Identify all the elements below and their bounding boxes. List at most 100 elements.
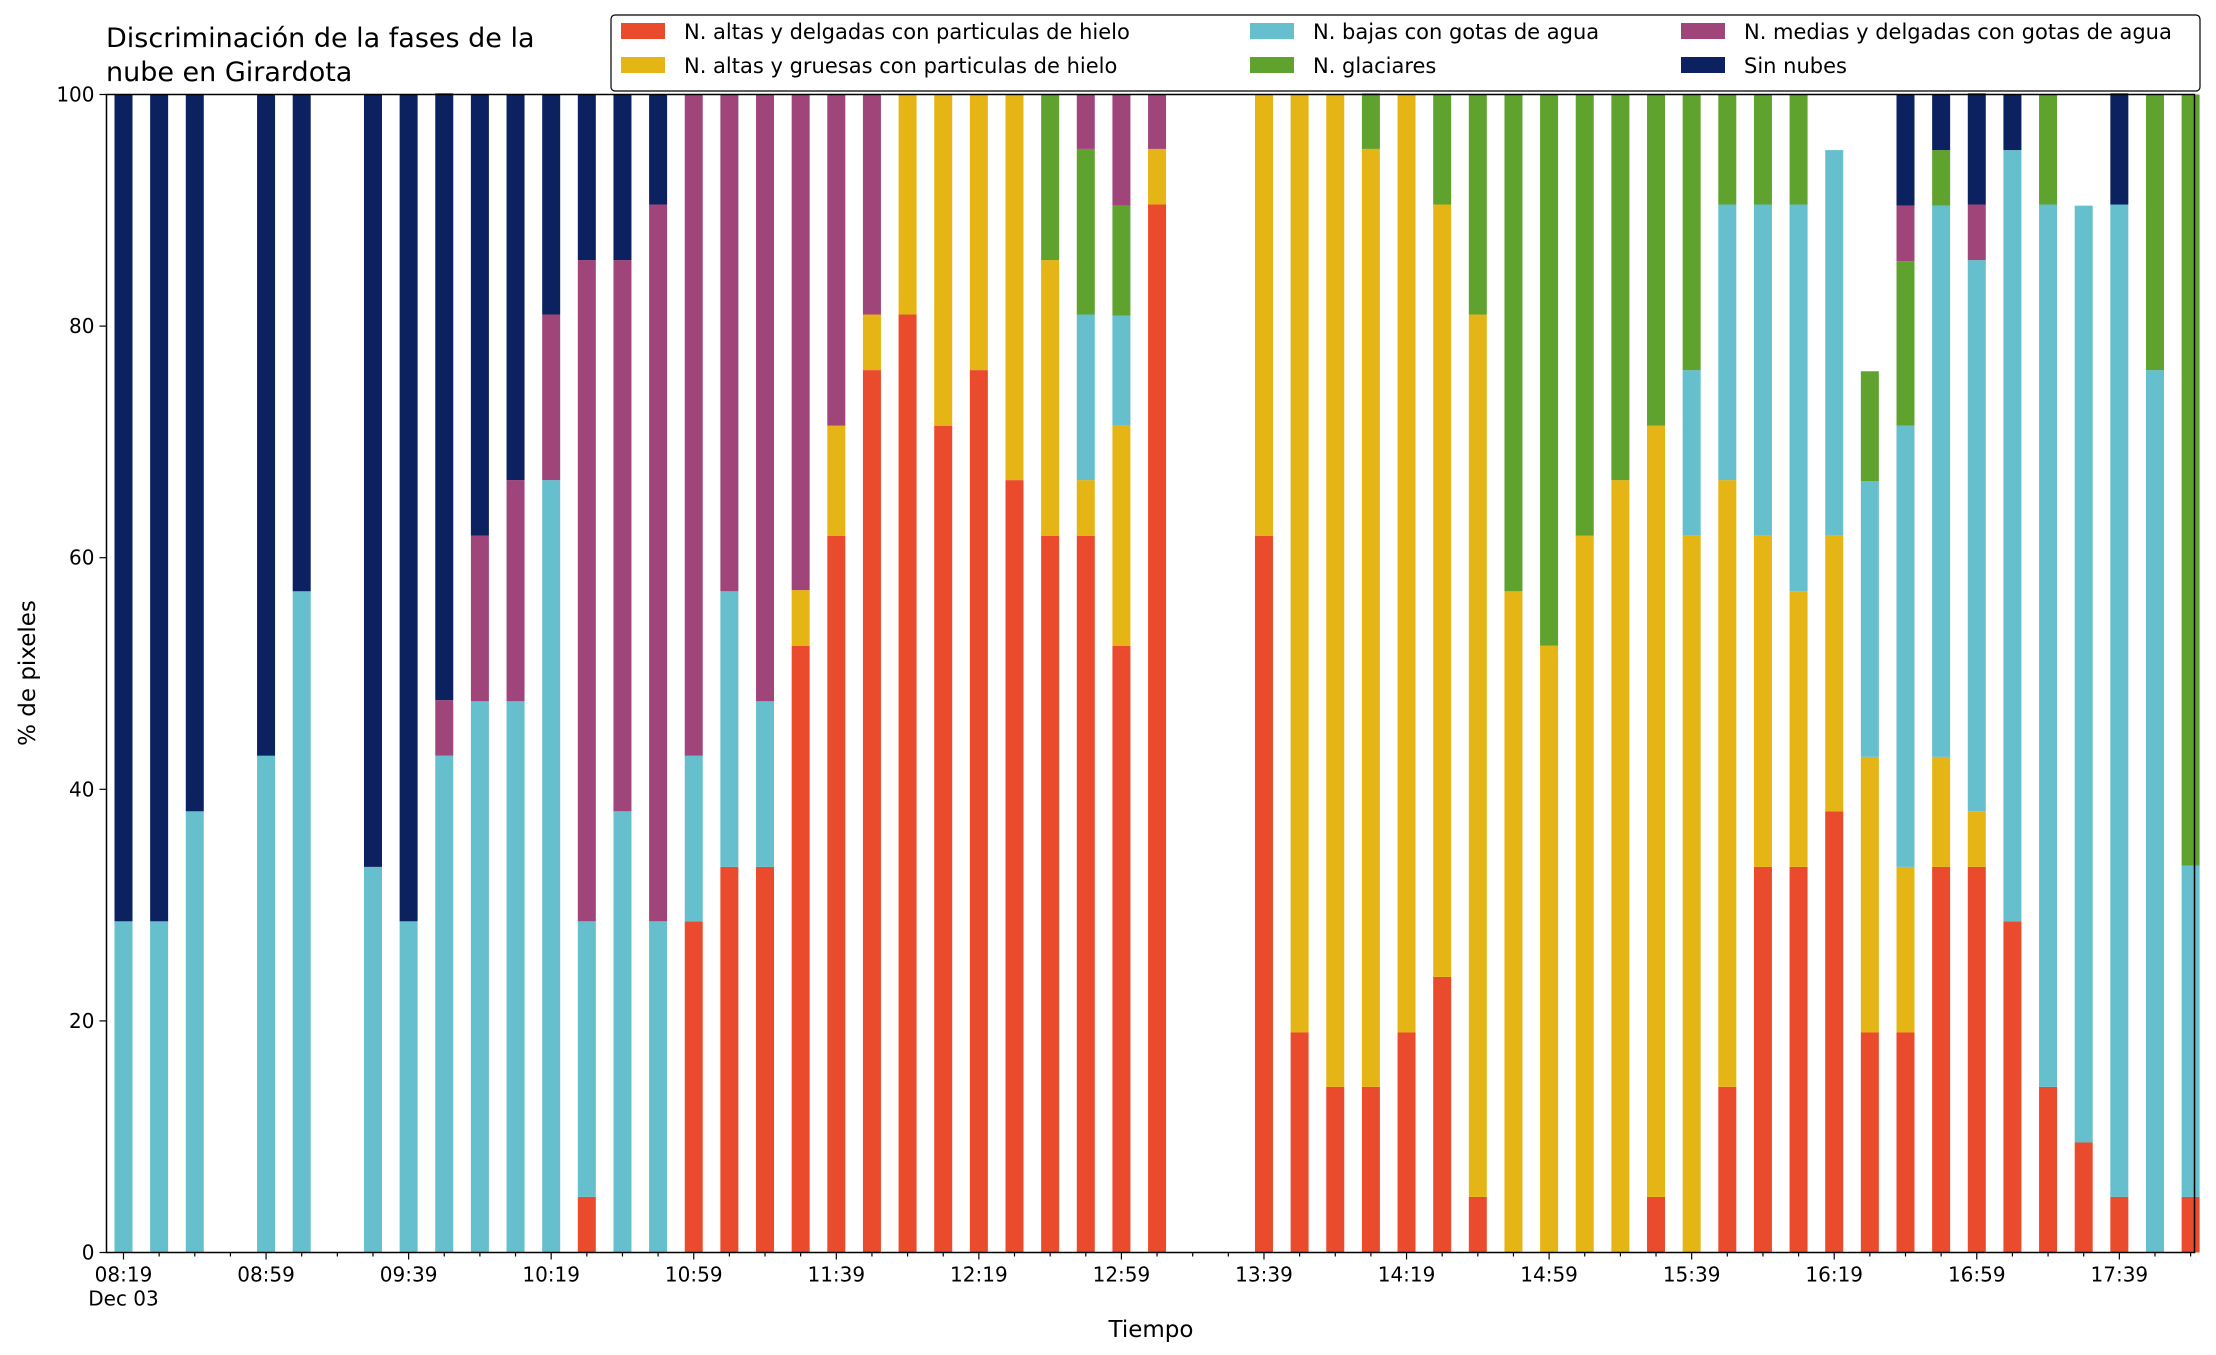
bar-segment-s0-47 xyxy=(1789,866,1808,1253)
x-tick-label-24: 12:19 xyxy=(950,1263,1008,1287)
bar-segment-s0-22 xyxy=(898,314,917,1253)
bar-segment-s2-47 xyxy=(1789,204,1808,592)
bar-segment-s1-45 xyxy=(1718,480,1737,1087)
bar-segment-s1-49 xyxy=(1860,756,1879,1033)
bar-segment-s2-51 xyxy=(1932,205,1951,757)
bar-segment-s3-40 xyxy=(1540,94,1559,646)
bar-segment-s3-41 xyxy=(1575,94,1594,536)
y-tick-label-0: 0 xyxy=(82,1241,95,1265)
bar-segment-s1-40 xyxy=(1540,645,1559,1253)
bar-segment-s5-51 xyxy=(1932,94,1951,151)
bar-segment-s5-9 xyxy=(435,93,454,701)
bar-segment-s1-37 xyxy=(1433,204,1452,977)
bar-segment-s1-41 xyxy=(1575,535,1594,1253)
x-tick-label-36: 14:19 xyxy=(1378,1263,1436,1287)
bar-segment-s3-42 xyxy=(1611,94,1630,481)
bar-segment-s2-0 xyxy=(114,921,133,1253)
bar-segment-s0-20 xyxy=(827,535,846,1253)
bar-segment-s4-21 xyxy=(862,94,881,315)
x-tick-label-40: 14:59 xyxy=(1520,1263,1578,1287)
bar-segment-s0-43 xyxy=(1647,1196,1666,1253)
bar-segment-s0-34 xyxy=(1326,1086,1345,1253)
bar-segment-s5-14 xyxy=(613,94,632,261)
x-tick-label-56: 17:39 xyxy=(2091,1263,2149,1287)
bar-segment-s2-5 xyxy=(292,591,311,1253)
bar-segment-s2-58 xyxy=(2181,865,2200,1197)
legend-swatch-1 xyxy=(621,57,665,73)
bar-segment-s2-46 xyxy=(1753,204,1772,536)
bar-segment-s3-39 xyxy=(1504,94,1523,592)
bar-segment-s3-58 xyxy=(2181,94,2200,866)
bar-segment-s2-50 xyxy=(1896,425,1915,867)
bar-segment-s2-28 xyxy=(1112,315,1131,426)
bar-segment-s1-38 xyxy=(1468,314,1487,1197)
bar-segment-s2-7 xyxy=(363,866,382,1253)
bar-segment-s2-27 xyxy=(1076,314,1095,481)
bar-segment-s2-14 xyxy=(613,811,632,1253)
bar-segment-s4-19 xyxy=(791,94,810,591)
legend-label-5: Sin nubes xyxy=(1744,54,1847,78)
bar-segment-s2-9 xyxy=(435,755,454,1253)
bar-segment-s1-42 xyxy=(1611,480,1630,1253)
x-axis-label: Tiempo xyxy=(1108,1317,1194,1343)
bar-segment-s0-19 xyxy=(791,645,810,1253)
bar-segment-s2-4 xyxy=(257,755,276,1253)
bar-segment-s1-19 xyxy=(791,590,810,646)
bar-segment-s2-54 xyxy=(2039,204,2058,1087)
bar-segment-s0-55 xyxy=(2074,1142,2093,1253)
bar-segment-s5-5 xyxy=(292,94,311,592)
bar-segment-s1-32 xyxy=(1254,94,1273,536)
bar-segment-s0-16 xyxy=(684,921,703,1253)
x-tick-label-12: 10:19 xyxy=(522,1263,580,1287)
bar-segment-s0-37 xyxy=(1433,976,1452,1253)
x-tick-label-4: 08:59 xyxy=(237,1263,295,1287)
bar-segment-s1-50 xyxy=(1896,866,1915,1033)
bar-segment-s0-58 xyxy=(2181,1196,2200,1253)
x-tick-label-52: 16:59 xyxy=(1948,1263,2006,1287)
bar-segment-s0-26 xyxy=(1041,535,1060,1253)
bar-segment-s2-45 xyxy=(1718,204,1737,481)
bar-segment-s4-15 xyxy=(649,204,668,922)
bar-segment-s5-15 xyxy=(649,94,668,205)
bar-segment-s3-45 xyxy=(1718,94,1737,205)
bar-segment-s0-27 xyxy=(1076,535,1095,1253)
bar-segment-s3-49 xyxy=(1860,371,1879,482)
bar-segment-s3-35 xyxy=(1361,93,1380,149)
legend-swatch-3 xyxy=(1250,57,1294,73)
bar-segment-s1-22 xyxy=(898,94,917,315)
bar-segment-s2-53 xyxy=(2003,150,2022,922)
y-axis-label: % de pixeles xyxy=(15,600,41,746)
bar-segment-s5-12 xyxy=(542,94,561,315)
bar-segment-s0-48 xyxy=(1825,811,1844,1253)
bar-segment-s2-12 xyxy=(542,480,561,1253)
chart-title: Discriminación de la fases de la nube en… xyxy=(106,23,535,88)
bar-segment-s4-16 xyxy=(684,94,703,756)
bar-segment-s2-44 xyxy=(1682,370,1701,536)
bar-segment-s3-38 xyxy=(1468,94,1487,315)
bar-segment-s4-9 xyxy=(435,700,454,756)
bar-segment-s5-56 xyxy=(2110,93,2129,205)
bar-segment-s0-52 xyxy=(1967,866,1986,1253)
bar-segment-s2-15 xyxy=(649,921,668,1253)
bar-segment-s5-13 xyxy=(577,94,596,261)
bar-segment-s4-29 xyxy=(1148,94,1167,149)
bar-segment-s0-54 xyxy=(2039,1086,2058,1253)
bar-segment-s2-55 xyxy=(2074,205,2093,1143)
bar-segment-s2-56 xyxy=(2110,204,2129,1197)
bar-segment-s1-27 xyxy=(1076,480,1095,536)
bar-segment-s2-13 xyxy=(577,921,596,1197)
y-tick-label-40: 40 xyxy=(69,777,94,801)
legend-swatch-4 xyxy=(1681,23,1725,39)
bar-segment-s3-47 xyxy=(1789,94,1808,205)
x-tick-label-16: 10:59 xyxy=(665,1263,723,1287)
bar-segment-s4-50 xyxy=(1896,205,1915,262)
bar-segment-s2-1 xyxy=(150,921,169,1253)
bar-segment-s0-35 xyxy=(1361,1086,1380,1253)
x-tick-label-48: 16:19 xyxy=(1805,1263,1863,1287)
bar-segment-s4-20 xyxy=(827,94,846,426)
bar-segment-s3-44 xyxy=(1682,94,1701,371)
x-tick-label-44: 15:39 xyxy=(1663,1263,1721,1287)
legend: N. altas y delgadas con particulas de hi… xyxy=(610,14,2201,92)
